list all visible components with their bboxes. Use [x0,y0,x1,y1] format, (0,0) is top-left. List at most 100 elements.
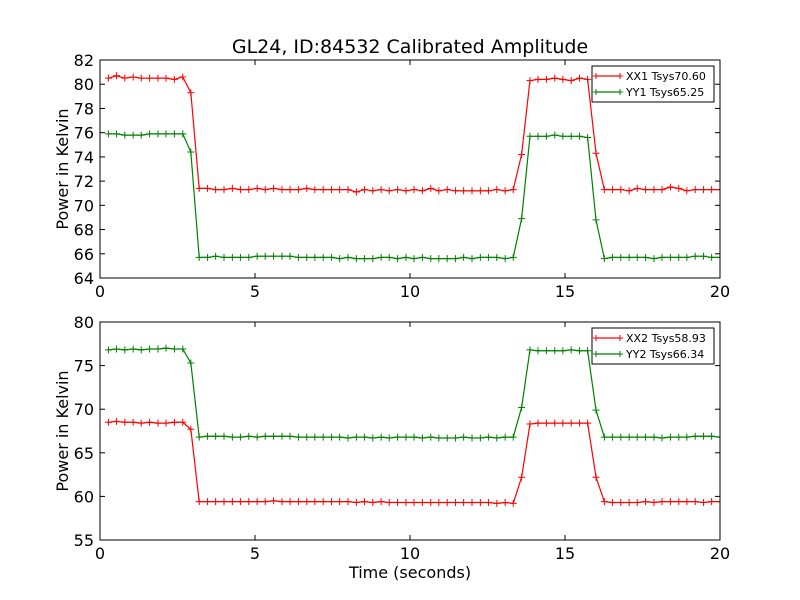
data-point [369,434,377,442]
data-point [328,433,336,441]
data-point [360,433,368,441]
data-point [410,255,418,263]
data-point [484,187,492,195]
legend-marker [617,89,623,95]
data-point [435,499,443,507]
y-tick-label: 66 [74,245,94,264]
data-point [700,432,708,440]
data-point [443,255,451,263]
legend-entry: YY2 Tsys66.34 [593,348,704,361]
data-point [204,498,212,506]
data-point [534,132,542,140]
data-point [476,253,484,261]
data-point [146,418,154,426]
data-point [236,498,244,506]
x-tick-label: 20 [710,544,730,563]
data-point [551,419,559,427]
data-point [700,252,708,260]
data-point [245,432,253,440]
data-point [625,433,633,441]
data-point [567,77,575,85]
data-point [170,345,178,353]
data-point [658,434,666,442]
data-point [402,253,410,261]
data-point [270,184,278,192]
data-point [509,433,517,441]
data-point [700,499,708,507]
data-point [377,498,385,506]
data-point [418,499,426,507]
data-point [691,252,699,260]
y-tick-label: 68 [74,221,94,240]
x-tick-label: 5 [250,544,260,563]
data-point [518,150,526,158]
data-point [476,499,484,507]
data-point [427,433,435,441]
data-point [642,186,650,194]
data-point [121,418,129,426]
series-2 [104,130,720,263]
data-point [542,132,550,140]
data-point [410,433,418,441]
data-point [253,252,261,260]
data-point [112,72,120,80]
y-tick-label: 80 [74,313,94,332]
data-point [162,130,170,138]
data-point [170,418,178,426]
data-point [360,255,368,263]
data-point [377,433,385,441]
data-point [270,252,278,260]
data-point [195,498,203,506]
data-point [509,253,517,261]
data-point [617,433,625,441]
x-tick-label: 0 [95,282,105,301]
data-point [129,131,137,139]
data-point [476,187,484,195]
legend-marker [617,335,623,341]
data-point [493,253,501,261]
y-tick-label: 60 [74,487,94,506]
data-point [600,255,608,263]
data-point [452,499,460,507]
data-point [551,347,559,355]
x-tick-label: 0 [95,544,105,563]
data-point [352,188,360,196]
x-tick-label: 5 [250,282,260,301]
data-point [270,432,278,440]
data-point [352,499,360,507]
data-point [691,186,699,194]
data-point [666,253,674,261]
legend-label: XX1 Tsys70.60 [626,70,706,83]
data-point [187,148,195,156]
data-point [336,186,344,194]
data-point [129,345,137,353]
data-point [236,253,244,261]
data-point [691,498,699,506]
data-point [220,253,228,261]
data-point [261,498,269,506]
data-point [270,497,278,505]
x-axis-label: Time (seconds) [348,563,471,582]
data-point [328,253,336,261]
x-tick-label: 10 [400,544,420,563]
data-point [650,255,658,263]
data-point [261,252,269,260]
data-point [608,253,616,261]
data-point [592,406,600,414]
data-point [204,432,212,440]
data-point [633,499,641,507]
data-point [460,253,468,261]
panel-1: 0 5 10 15 20 64 66 68 70 72 74 76 78 80 82 Power in Kel… [53,51,730,301]
data-point [195,253,203,261]
data-point [675,253,683,261]
data-point [385,187,393,195]
data-point [385,499,393,507]
data-point [253,433,261,441]
data-point [253,184,261,192]
y-tick-label: 70 [74,400,94,419]
data-point [410,499,418,507]
data-point [608,499,616,507]
panels: 0 5 10 15 20 64 66 68 70 72 74 76 78 80 82 Power in Kel… [53,51,730,582]
data-point [352,433,360,441]
legend-marker [617,351,623,357]
